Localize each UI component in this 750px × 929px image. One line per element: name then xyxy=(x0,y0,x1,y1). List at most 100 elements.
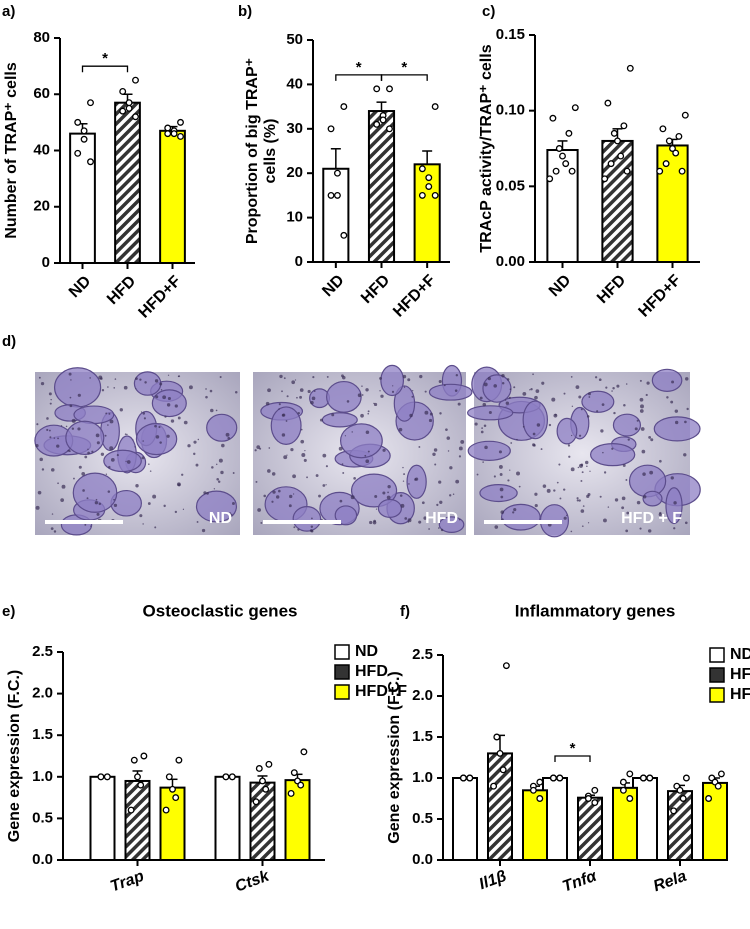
speck xyxy=(78,465,82,469)
speck xyxy=(500,510,505,514)
speck xyxy=(107,490,111,493)
speck xyxy=(155,435,160,439)
speck xyxy=(148,463,150,465)
x-tick-label: Trap xyxy=(108,868,146,896)
data-point xyxy=(682,774,690,782)
speck xyxy=(403,386,406,388)
osteoclast xyxy=(581,390,615,413)
speck xyxy=(481,427,483,430)
x-tick-label: Rela xyxy=(651,868,689,896)
osteoclast xyxy=(589,443,636,467)
speck xyxy=(542,484,547,488)
data-point xyxy=(177,118,184,126)
speck xyxy=(216,463,218,466)
speck xyxy=(607,506,610,508)
speck xyxy=(540,448,543,451)
bar xyxy=(702,781,728,861)
speck xyxy=(493,475,496,478)
speck xyxy=(513,507,517,512)
y-axis-label: Gene expression (F.C.) xyxy=(386,671,403,844)
speck xyxy=(493,384,497,388)
data-point xyxy=(562,160,570,168)
speck xyxy=(673,527,676,530)
bar xyxy=(367,110,396,264)
speck xyxy=(339,499,343,503)
speck xyxy=(155,395,159,399)
speck xyxy=(338,446,343,451)
data-point xyxy=(262,785,270,793)
speck xyxy=(529,389,531,391)
speck xyxy=(509,388,512,391)
speck xyxy=(570,530,573,533)
speck xyxy=(35,444,39,448)
speck xyxy=(534,492,538,496)
speck xyxy=(142,440,144,442)
osteoclast xyxy=(380,364,405,397)
speck xyxy=(600,429,604,433)
micrograph xyxy=(253,364,473,535)
data-point xyxy=(386,125,393,133)
speck xyxy=(281,413,285,417)
speck xyxy=(578,395,582,399)
x-tick-label: ND xyxy=(66,273,94,301)
speck xyxy=(603,471,607,474)
data-point xyxy=(670,807,678,815)
speck xyxy=(634,427,638,431)
speck xyxy=(518,485,521,488)
speck xyxy=(487,377,491,381)
speck xyxy=(310,400,314,405)
speck xyxy=(139,378,142,381)
speck xyxy=(379,390,381,392)
speck xyxy=(90,525,92,527)
speck xyxy=(281,390,283,393)
speck xyxy=(414,478,417,481)
speck xyxy=(322,453,327,458)
speck xyxy=(578,434,582,437)
speck xyxy=(440,528,444,532)
error-bar xyxy=(422,150,433,165)
data-point xyxy=(681,111,689,119)
panel-label: c) xyxy=(482,3,495,20)
speck xyxy=(578,499,581,502)
data-point xyxy=(672,149,680,157)
speck xyxy=(611,390,613,392)
significance-bracket xyxy=(380,74,428,81)
legend-label: HFD+F xyxy=(355,683,407,700)
speck xyxy=(231,502,235,505)
data-point xyxy=(373,85,381,93)
bar xyxy=(522,789,548,861)
data-point xyxy=(466,774,474,782)
speck xyxy=(158,425,161,429)
data-point xyxy=(333,169,341,177)
legend-swatch xyxy=(709,667,725,683)
speck xyxy=(369,520,373,525)
y-tick-label: 0.0 xyxy=(32,851,53,868)
speck xyxy=(95,433,100,438)
speck xyxy=(571,434,573,437)
panel-label: f) xyxy=(400,603,410,620)
speck xyxy=(568,455,571,458)
y-tick-label: 20 xyxy=(286,164,303,181)
speck xyxy=(506,378,510,381)
bar xyxy=(601,139,634,263)
speck xyxy=(443,384,446,387)
speck xyxy=(488,411,492,415)
speck xyxy=(449,494,452,497)
speck xyxy=(188,385,193,390)
speck xyxy=(403,473,406,476)
speck xyxy=(143,417,146,420)
speck xyxy=(174,510,178,514)
speck xyxy=(639,397,644,402)
data-point xyxy=(386,85,393,93)
speck xyxy=(69,396,72,399)
data-point xyxy=(379,116,387,124)
speck xyxy=(670,476,674,480)
osteoclast xyxy=(321,412,358,428)
data-point xyxy=(678,167,686,175)
speck xyxy=(483,382,488,387)
speck xyxy=(300,439,305,444)
significance-bracket xyxy=(554,755,591,762)
speck xyxy=(182,508,185,510)
speck xyxy=(641,449,646,454)
